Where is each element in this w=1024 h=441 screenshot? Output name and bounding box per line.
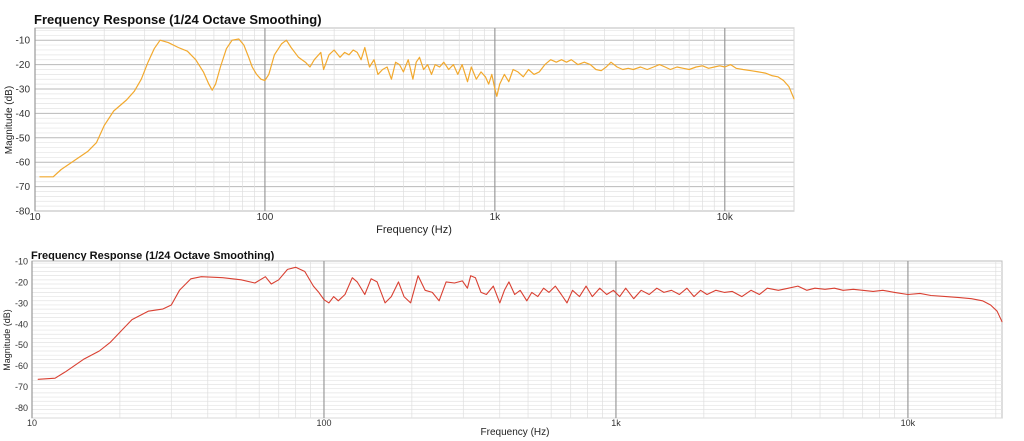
y-tick-label: -60 xyxy=(16,158,31,169)
chart-bottom: Frequency Response (1/24 Octave Smoothin… xyxy=(2,250,1003,438)
y-tick-label: -40 xyxy=(15,319,28,329)
chart-bottom-y-ticks: -10 -20 -30 -40 -50 -60 -70 -80 xyxy=(15,257,28,414)
y-tick-label: -10 xyxy=(16,36,31,47)
y-tick-label: -20 xyxy=(15,277,28,287)
x-tick-label: 100 xyxy=(316,418,331,428)
chart-top-y-axis-label: Magnitude (dB) xyxy=(4,86,15,154)
chart-top-grid xyxy=(34,28,795,212)
x-tick-label: 10 xyxy=(27,418,37,428)
x-tick-label: 10k xyxy=(717,212,734,223)
chart-bottom-plot-area xyxy=(31,260,1003,419)
chart-bottom-x-axis-label: Frequency (Hz) xyxy=(481,427,550,438)
x-tick-label: 100 xyxy=(257,212,274,223)
y-tick-label: -40 xyxy=(16,109,31,120)
y-tick-label: -70 xyxy=(15,382,28,392)
chart-bottom-y-axis-label: Magnitude (dB) xyxy=(2,309,12,371)
chart-top: Frequency Response (1/24 Octave Smoothin… xyxy=(4,12,795,236)
y-tick-label: -50 xyxy=(16,133,31,144)
chart-bottom-x-ticks: 10 100 1k 10k xyxy=(27,418,916,428)
x-tick-label: 1k xyxy=(611,418,621,428)
y-tick-label: -70 xyxy=(16,182,31,193)
y-tick-label: -30 xyxy=(16,85,31,96)
chart-bottom-grid xyxy=(31,261,1002,419)
x-tick-label: 1k xyxy=(490,212,502,223)
chart-top-y-ticks: -10 -20 -30 -40 -50 -60 -70 -80 xyxy=(16,36,31,218)
chart-top-series xyxy=(39,38,795,178)
y-tick-label: -10 xyxy=(15,257,28,267)
y-tick-label: -60 xyxy=(15,361,28,371)
chart-top-plot-area xyxy=(34,27,795,212)
y-tick-label: -80 xyxy=(16,207,31,218)
chart-bottom-series xyxy=(37,266,1003,380)
x-tick-label: 10k xyxy=(901,418,916,428)
x-tick-label: 10 xyxy=(29,212,41,223)
y-tick-label: -30 xyxy=(15,298,28,308)
chart-top-x-ticks: 10 100 1k 10k xyxy=(29,212,733,223)
y-tick-label: -80 xyxy=(15,403,28,413)
series-line xyxy=(37,266,1003,380)
chart-top-x-axis-label: Frequency (Hz) xyxy=(376,224,452,236)
chart-bottom-title: Frequency Response (1/24 Octave Smoothin… xyxy=(31,250,275,262)
y-tick-label: -20 xyxy=(16,60,31,71)
chart-top-title: Frequency Response (1/24 Octave Smoothin… xyxy=(34,12,322,27)
y-tick-label: -50 xyxy=(15,340,28,350)
series-line xyxy=(39,38,795,178)
